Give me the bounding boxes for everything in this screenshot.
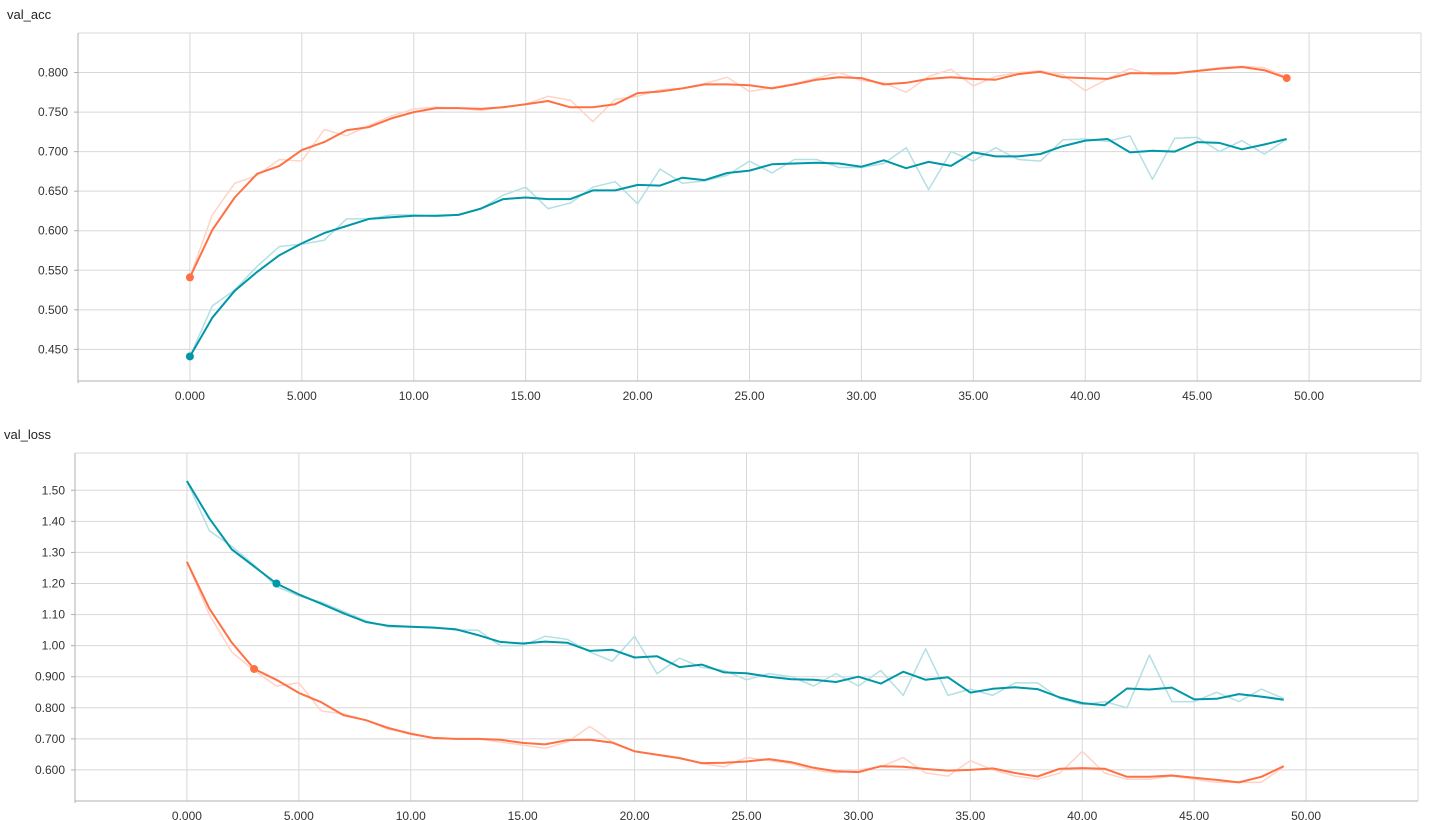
y-tick-label: 0.550: [38, 263, 68, 277]
series-0-smoothed-line: [188, 66, 1288, 278]
x-tick-label: 0.000: [175, 389, 205, 403]
series-1-point-marker: [250, 664, 259, 673]
y-tick-label: 1.10: [42, 608, 66, 622]
y-tick-label: 0.700: [38, 145, 68, 159]
y-tick-label: 1.40: [42, 514, 66, 528]
y-tick-label: 0.800: [38, 66, 68, 80]
x-tick-label: 20.00: [623, 389, 653, 403]
y-tick-label: 1.30: [42, 545, 66, 559]
x-tick-label: 5.000: [284, 809, 314, 820]
x-tick-label: 45.00: [1179, 809, 1209, 820]
y-tick-label: 0.600: [35, 763, 65, 777]
y-tick-label: 1.00: [42, 639, 66, 653]
x-tick-label: 10.00: [396, 809, 426, 820]
series-0-point-marker: [185, 273, 194, 282]
x-tick-label: 35.00: [958, 389, 988, 403]
series-0-smoothed-line: [186, 480, 1284, 707]
x-tick-label: 30.00: [843, 809, 873, 820]
x-tick-label: 0.000: [172, 809, 202, 820]
y-tick-label: 1.20: [42, 577, 66, 591]
series-1-point-marker: [185, 352, 194, 361]
x-tick-label: 50.00: [1291, 809, 1321, 820]
x-tick-label: 10.00: [399, 389, 429, 403]
x-tick-label: 15.00: [511, 389, 541, 403]
y-tick-label: 0.800: [35, 701, 65, 715]
x-tick-label: 15.00: [508, 809, 538, 820]
x-tick-label: 50.00: [1294, 389, 1324, 403]
y-tick-label: 0.450: [38, 342, 68, 356]
x-tick-label: 35.00: [955, 809, 985, 820]
x-tick-label: 25.00: [734, 389, 764, 403]
y-tick-label: 0.600: [38, 224, 68, 238]
x-tick-label: 40.00: [1067, 809, 1097, 820]
series-1-smoothed-line: [189, 138, 1287, 357]
x-tick-label: 25.00: [731, 809, 761, 820]
series-1-smoothed-line: [185, 561, 1285, 784]
chart-title-val-loss: val_loss: [4, 427, 51, 442]
series-0-point-marker: [1282, 74, 1291, 83]
x-tick-label: 5.000: [287, 389, 317, 403]
x-tick-label: 40.00: [1070, 389, 1100, 403]
series-0-point-marker: [272, 579, 281, 588]
y-tick-label: 0.500: [38, 303, 68, 317]
series-1-raw-line: [189, 135, 1288, 357]
val-acc-chart: 0.450 0.500 0.550 0.600 0.650 0.700 0.750 0.800…: [38, 32, 1422, 403]
y-tick-label: 0.650: [38, 184, 68, 198]
chart-title-val-acc: val_acc: [7, 7, 52, 22]
x-tick-label: 30.00: [846, 389, 876, 403]
x-tick-label: 20.00: [620, 809, 650, 820]
y-tick-label: 0.900: [35, 670, 65, 684]
y-tick-label: 0.700: [35, 732, 65, 746]
y-tick-label: 0.750: [38, 105, 68, 119]
val-loss-chart: 0.600 0.700 0.800 0.900 1.00 1.10 1.20 1.30 1.40…: [35, 452, 1419, 820]
y-tick-label: 1.50: [42, 483, 66, 497]
x-tick-label: 45.00: [1182, 389, 1212, 403]
